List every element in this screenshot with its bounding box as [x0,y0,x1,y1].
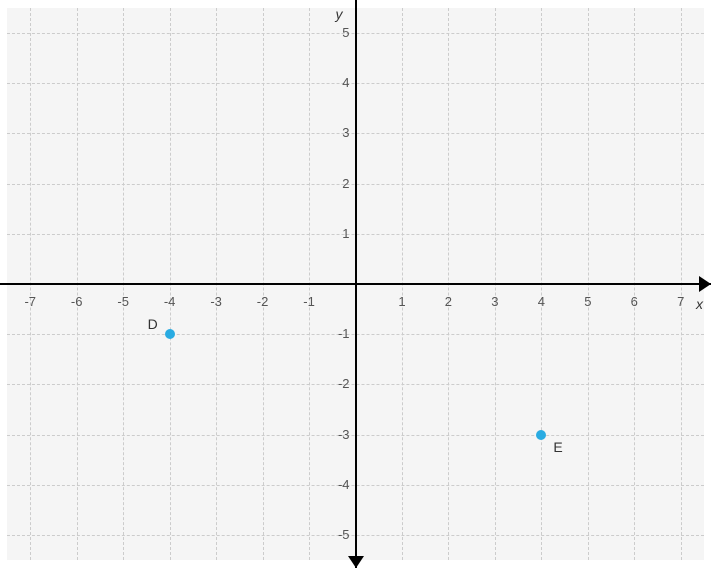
axis-arrow [699,276,711,292]
x-tick-label: -6 [65,294,89,309]
y-tick-label: 1 [326,226,350,241]
x-tick-label: -4 [158,294,182,309]
x-tick-label: -3 [204,294,228,309]
y-tick-label: 4 [326,75,350,90]
x-tick-label: 5 [576,294,600,309]
data-point [536,430,546,440]
y-axis [355,0,357,568]
x-tick-label: -2 [251,294,275,309]
x-tick-label: -1 [297,294,321,309]
y-tick-label: 5 [326,25,350,40]
y-tick-label: -4 [326,477,350,492]
x-tick-label: 4 [529,294,553,309]
x-tick-label: 2 [436,294,460,309]
x-axis-label: x [696,296,703,312]
x-tick-label: 7 [669,294,693,309]
y-tick-label: 2 [326,176,350,191]
x-tick-label: 6 [622,294,646,309]
coordinate-plane: -7 -6 -5 -4 -3 -2 -1 1 2 3 4 5 6 7 -5 -4 -3 -2 -1 1 2 3 4 5 x y D E [7,8,704,560]
y-tick-label: -3 [326,427,350,442]
data-point-label: D [148,316,158,332]
y-tick-label: -5 [326,527,350,542]
x-tick-label: 3 [483,294,507,309]
axis-arrow [348,556,364,568]
x-tick-label: -5 [111,294,135,309]
y-tick-label: -2 [326,376,350,391]
y-tick-label: 3 [326,125,350,140]
data-point-label: E [553,439,562,455]
y-axis-label: y [336,6,343,22]
y-tick-label: -1 [326,326,350,341]
data-point [165,329,175,339]
x-tick-label: -7 [18,294,42,309]
x-tick-label: 1 [390,294,414,309]
